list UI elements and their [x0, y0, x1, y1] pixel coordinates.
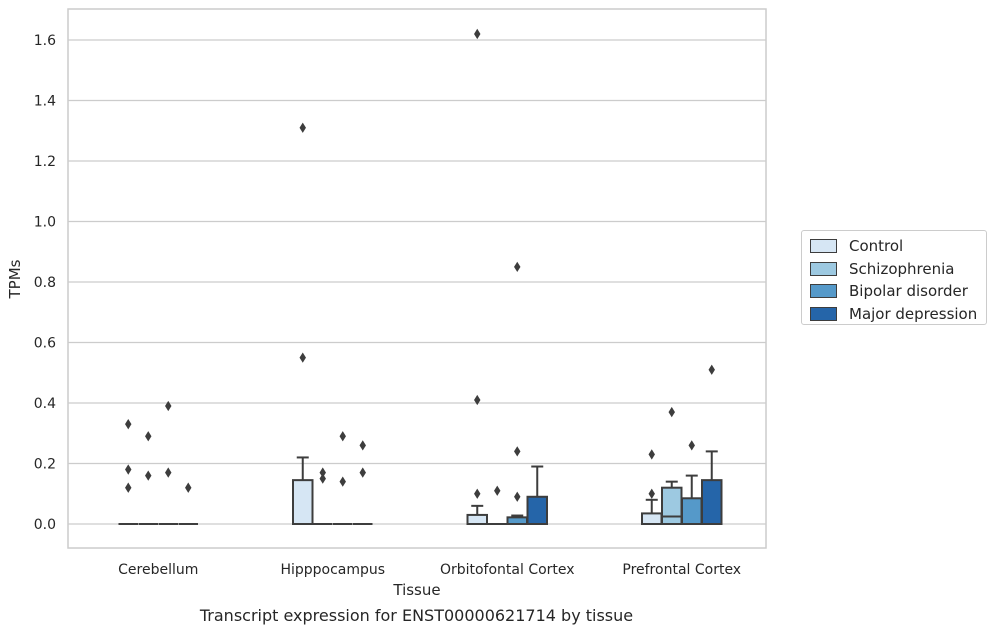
outlier-point — [299, 352, 306, 363]
legend-swatch — [810, 284, 837, 299]
legend-swatch — [810, 261, 837, 276]
box-group — [526, 465, 548, 525]
outlier-point — [494, 485, 501, 496]
outlier-point — [299, 122, 306, 133]
y-tick-label: 1.4 — [34, 94, 56, 110]
outlier-point — [319, 467, 326, 478]
outlier-point — [145, 470, 152, 481]
x-tick-label: Prefrontal Cortex — [622, 562, 741, 578]
box-group — [353, 440, 373, 525]
outlier-point — [185, 482, 192, 493]
outlier-point — [339, 476, 346, 487]
box — [526, 495, 548, 525]
outlier-point — [648, 449, 655, 460]
x-axis-title: Tissue — [392, 581, 440, 599]
box-plot-series — [118, 28, 723, 526]
outlier-point — [708, 364, 715, 375]
box-group — [292, 122, 314, 526]
outlier-point — [145, 431, 152, 442]
box-group — [681, 440, 703, 526]
box — [466, 513, 488, 525]
plot-frame — [67, 8, 767, 549]
x-tick-label: Hipppocampus — [280, 562, 385, 578]
outlier-point — [125, 482, 132, 493]
outlier-point — [339, 431, 346, 442]
legend-label: Schizophrenia — [849, 259, 955, 278]
box-group — [158, 400, 178, 525]
box — [701, 479, 723, 526]
box-group — [138, 431, 158, 525]
legend-swatch — [810, 239, 837, 254]
y-tick-label: 1.0 — [34, 215, 56, 231]
outlier-point — [514, 446, 521, 457]
outlier-point — [165, 467, 172, 478]
y-tick-labels: 0.0 0.2 0.4 0.6 0.8 1.0 1.2 1.4 1.6 — [34, 33, 56, 533]
box-group — [661, 406, 683, 526]
box — [661, 486, 683, 526]
y-tick-label: 0.2 — [34, 457, 56, 473]
outlier-point — [359, 467, 366, 478]
grid-lines — [68, 39, 766, 525]
outlier-point — [319, 473, 326, 484]
legend-label: Bipolar disorder — [849, 282, 968, 301]
outlier-point — [474, 28, 481, 40]
box-group — [701, 364, 723, 526]
y-tick-label: 0.0 — [34, 517, 56, 533]
box-group — [641, 449, 663, 525]
y-tick-label: 0.4 — [34, 396, 56, 412]
outlier-point — [514, 261, 521, 273]
legend-item: Bipolar disorder — [810, 280, 986, 303]
chart-caption: Transcript expression for ENST0000062171… — [199, 606, 634, 625]
outlier-point — [514, 491, 521, 502]
box — [292, 479, 314, 526]
outlier-point — [125, 464, 132, 475]
legend-label: Control — [849, 237, 904, 256]
outlier-point — [474, 488, 481, 499]
legend-label: Major depression — [849, 304, 978, 323]
x-tick-label: Orbitofontal Cortex — [440, 562, 575, 578]
legend-swatch — [810, 306, 837, 321]
outlier-point — [474, 394, 481, 406]
legend-item: Schizophrenia — [810, 258, 986, 281]
legend-item: Control — [810, 235, 986, 258]
y-tick-label: 0.6 — [34, 336, 56, 352]
box-group — [466, 28, 488, 525]
y-tick-label: 1.6 — [34, 33, 56, 49]
x-tick-labels: Cerebellum Hipppocampus Orbitofontal Corte… — [118, 562, 741, 578]
outlier-point — [359, 440, 366, 451]
y-tick-label: 0.8 — [34, 275, 56, 291]
legend: Control Schizophrenia Bipolar disorder Majo… — [801, 230, 987, 325]
outlier-point — [688, 440, 695, 451]
box-group — [118, 419, 138, 525]
legend-item: Major depression — [810, 303, 986, 326]
y-tick-label: 1.2 — [34, 154, 56, 170]
y-axis-title: TPMs — [6, 259, 24, 299]
box — [641, 512, 663, 525]
box-group — [487, 485, 507, 525]
outlier-point — [648, 488, 655, 499]
box-group — [506, 261, 528, 525]
x-tick-label: Cerebellum — [118, 562, 198, 578]
outlier-point — [125, 419, 132, 430]
box-group — [313, 467, 333, 525]
box-group — [333, 431, 353, 525]
outlier-point — [668, 406, 675, 418]
outlier-point — [165, 400, 172, 412]
box-group — [178, 482, 198, 525]
box — [681, 497, 703, 526]
